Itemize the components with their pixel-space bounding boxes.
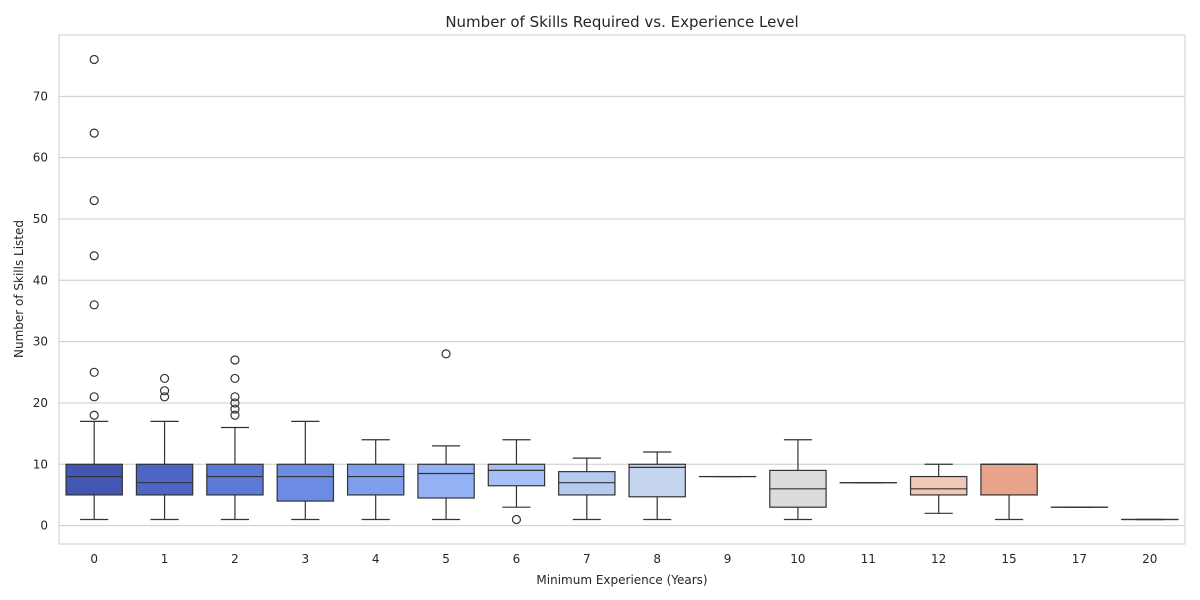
x-tick-label: 5 — [442, 552, 450, 566]
outlier-point — [89, 54, 99, 65]
outlier-point — [89, 367, 99, 377]
box-iqr — [980, 463, 1038, 496]
box-group-2 — [206, 355, 264, 521]
box-iqr — [417, 463, 475, 499]
y-axis-label: Number of Skills Listed — [12, 220, 26, 358]
y-tick-label: 40 — [33, 273, 48, 287]
x-tick-label: 9 — [724, 552, 732, 566]
box-iqr — [909, 475, 968, 496]
outlier-point — [230, 410, 240, 420]
box-group-5 — [417, 349, 475, 521]
box-group-6 — [487, 439, 546, 525]
outlier-point — [230, 392, 240, 402]
box-iqr — [346, 463, 405, 496]
x-axis-label: Minimum Experience (Years) — [536, 573, 707, 587]
x-tick-label: 17 — [1072, 552, 1087, 566]
y-tick-label: 0 — [40, 519, 48, 533]
box-iqr — [276, 463, 335, 502]
box-iqr — [487, 463, 546, 487]
box-group-3 — [276, 420, 335, 521]
x-tick-label: 1 — [161, 552, 169, 566]
x-tick-label: 8 — [653, 552, 661, 566]
y-tick-label: 20 — [33, 396, 48, 410]
plot-area — [58, 34, 1186, 545]
x-tick-label: 2 — [231, 552, 239, 566]
outlier-point — [89, 300, 99, 310]
outlier-point — [89, 410, 99, 420]
y-tick-label: 10 — [33, 457, 48, 471]
x-tick-label: 10 — [790, 552, 805, 566]
outlier-point — [89, 392, 99, 402]
box-group-0 — [65, 54, 123, 521]
y-tick-label: 70 — [33, 89, 48, 103]
x-tick-label: 12 — [931, 552, 946, 566]
box-iqr — [558, 471, 616, 496]
outlier-point — [159, 392, 170, 402]
x-tick-label: 0 — [90, 552, 98, 566]
x-tick-label: 20 — [1142, 552, 1157, 566]
box-iqr — [135, 463, 194, 496]
x-tick-label: 15 — [1001, 552, 1016, 566]
outlier-point — [441, 349, 451, 359]
y-tick-label: 50 — [33, 212, 48, 226]
x-tick-label: 6 — [513, 552, 521, 566]
outlier-point — [159, 386, 170, 396]
box-group-4 — [346, 439, 405, 521]
y-tick-label: 60 — [33, 151, 48, 165]
outlier-point — [159, 373, 170, 384]
box-iqr — [628, 463, 686, 498]
outlier-point — [511, 514, 522, 525]
x-tick-label: 7 — [583, 552, 591, 566]
outlier-point — [230, 398, 240, 408]
box-iqr — [206, 463, 264, 496]
box-group-15 — [980, 463, 1038, 521]
box-layer — [65, 54, 1179, 525]
outlier-point — [230, 355, 240, 365]
box-group-7 — [558, 457, 616, 521]
x-tick-label: 3 — [301, 552, 309, 566]
outlier-point — [230, 404, 240, 414]
box-group-1 — [135, 373, 194, 521]
outlier-point — [89, 251, 99, 261]
box-group-12 — [909, 463, 968, 514]
x-tick-label: 4 — [372, 552, 380, 566]
box-iqr — [65, 463, 123, 496]
box-group-8 — [628, 451, 686, 521]
outlier-point — [89, 128, 99, 138]
chart-title: Number of Skills Required vs. Experience… — [445, 13, 798, 31]
y-tick-label: 30 — [33, 335, 48, 349]
box-group-10 — [769, 439, 827, 521]
x-tick-label: 11 — [861, 552, 876, 566]
outlier-point — [230, 373, 240, 384]
outlier-point — [89, 195, 99, 206]
